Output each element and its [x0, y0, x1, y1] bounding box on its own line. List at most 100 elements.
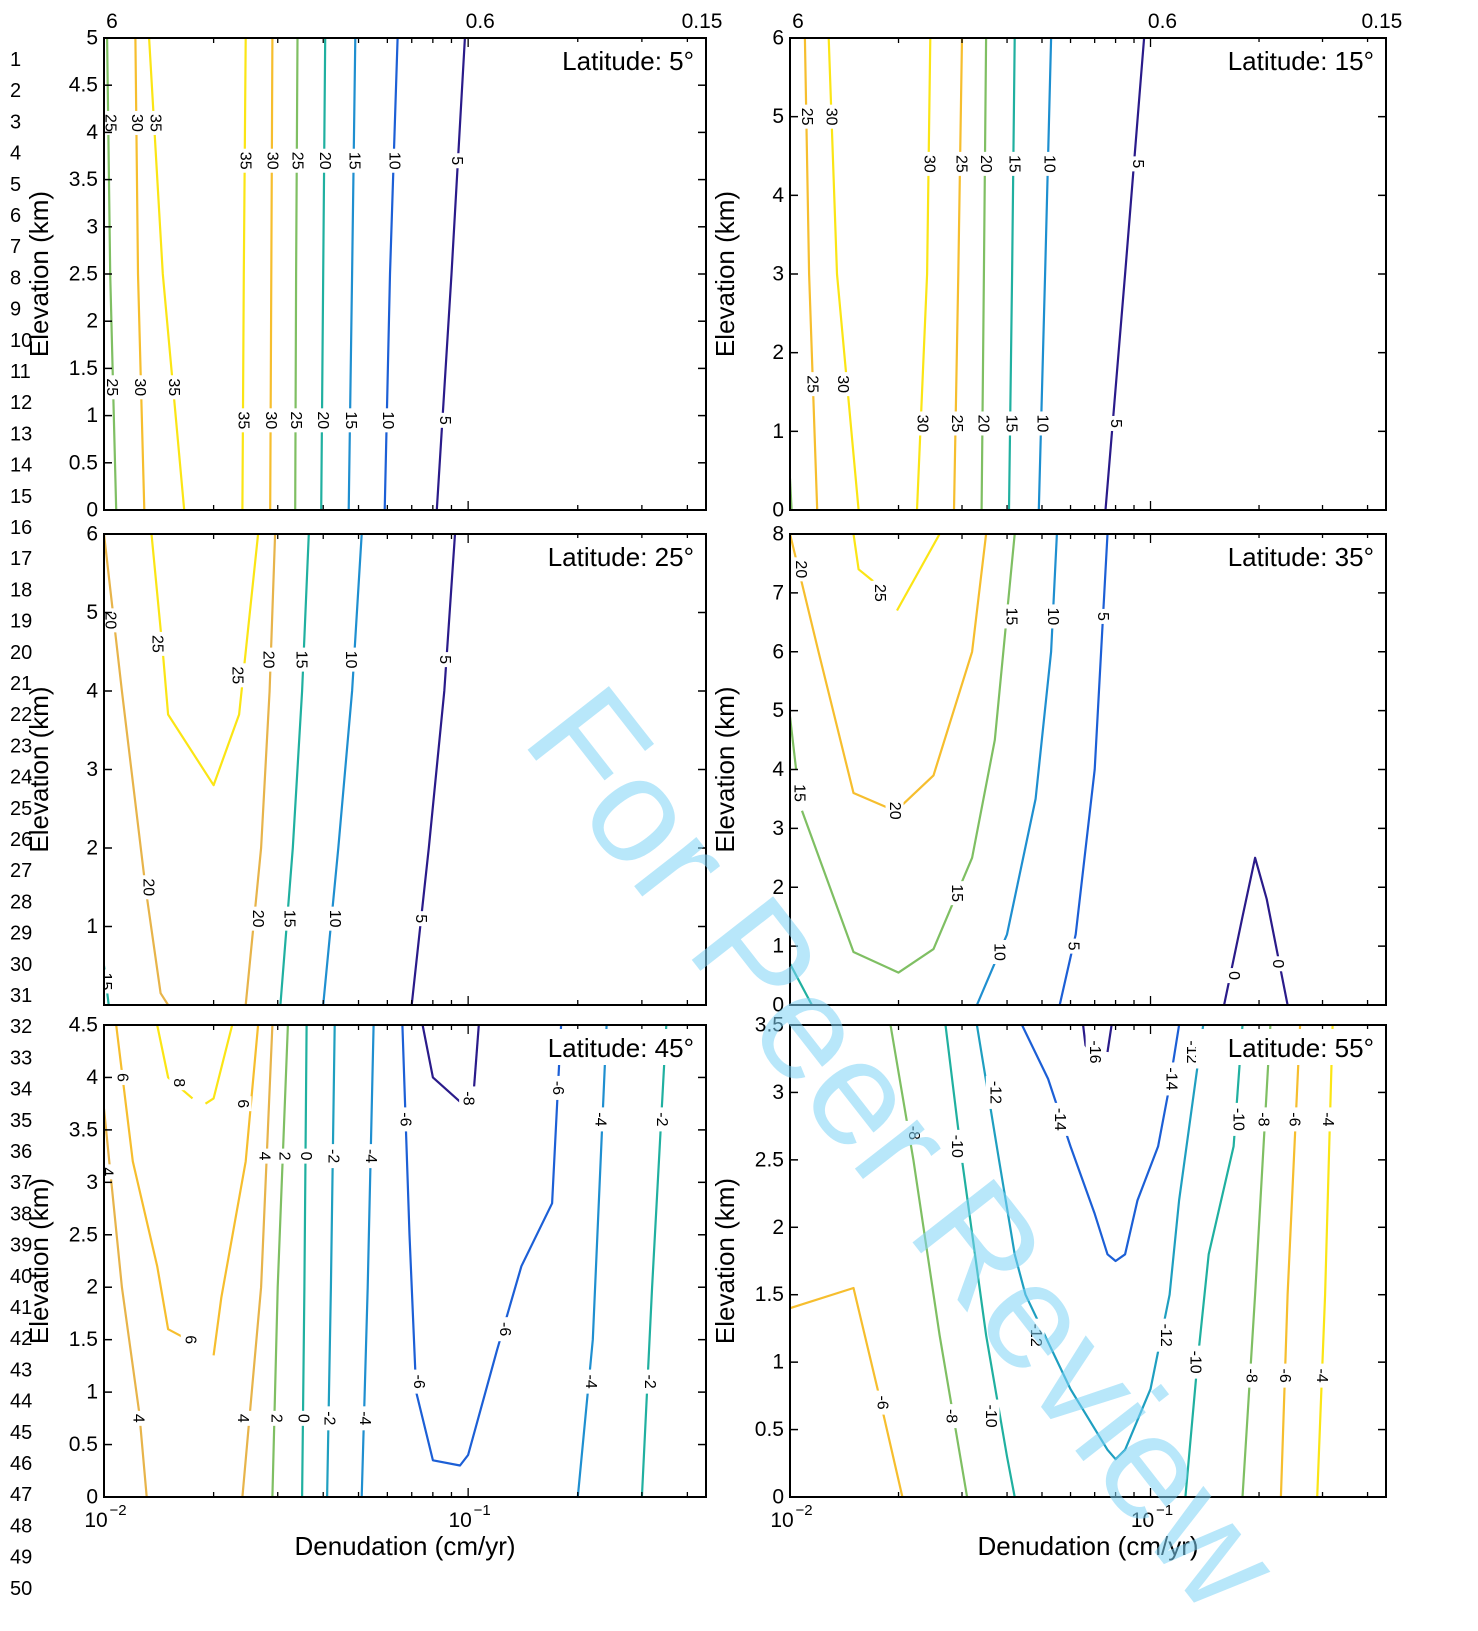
contour-label: 20	[102, 611, 119, 629]
y-tick-label: 3.5	[69, 168, 98, 191]
contour-label-bg	[652, 1107, 671, 1132]
contour-label: 20	[974, 415, 991, 433]
y-tick-label: 4	[86, 121, 98, 144]
contour-label-bg	[130, 375, 149, 400]
contour-line	[1223, 856, 1289, 1005]
contour-label-bg	[447, 153, 466, 169]
contour-label-bg	[1268, 956, 1287, 972]
contour-line	[1241, 1025, 1272, 1497]
contour-label: 25	[871, 584, 888, 602]
contour-label-bg	[180, 1332, 199, 1348]
contour-label-bg	[164, 375, 183, 400]
contour-label-bg	[395, 1107, 414, 1132]
contour-label: 25	[289, 152, 306, 170]
contour-label: 6	[234, 1099, 251, 1108]
contour-label-bg	[294, 1410, 313, 1426]
contour-label: -10	[1230, 1108, 1247, 1131]
y-tick-label: 3	[772, 263, 784, 286]
contour-label: 15	[1002, 608, 1019, 626]
y-tick-label: 1.5	[69, 357, 98, 380]
contour-label-bg	[267, 1410, 286, 1426]
x-axis-label: Denudation (cm/yr)	[294, 1531, 515, 1561]
x-tick-label: 10	[448, 1509, 471, 1532]
contour-label: 2	[275, 1152, 292, 1161]
contour-label: -14	[1051, 1108, 1068, 1131]
contour-label-bg	[1043, 604, 1062, 629]
contour-label: 35	[235, 411, 252, 429]
contour-label: -8	[460, 1091, 477, 1105]
line-number: 50	[10, 1578, 32, 1600]
x-tick-label: 10	[84, 1509, 107, 1532]
y-tick-label: 3	[86, 758, 98, 781]
contour-line	[134, 38, 146, 510]
contour-label: 15	[346, 152, 363, 170]
y-tick-label: 8	[772, 523, 784, 546]
contour-line	[1037, 38, 1053, 510]
x-tick-label: 10	[770, 1509, 793, 1532]
y-tick-label: 3	[772, 1081, 784, 1104]
panel-5: 446686442200-2-2-4-4-6-6-6-6-8-4-4-2-200…	[24, 1014, 707, 1561]
contour-lines: -6-8-8-10-10-12-12 -12-12-14-14-16-10-10-…	[790, 1025, 1337, 1497]
y-tick-label: 7	[772, 581, 784, 604]
title-bg	[516, 42, 702, 78]
contour-label-bg	[435, 652, 454, 668]
y-tick-label: 0	[86, 499, 98, 522]
contour-label: -4	[1313, 1369, 1330, 1383]
line-number: 22	[10, 704, 32, 726]
contour-label: 20	[139, 878, 156, 896]
plot-frame	[103, 1024, 707, 1498]
line-number: 47	[10, 1484, 32, 1506]
contour-label-bg	[885, 798, 904, 823]
contour-label-bg	[904, 1120, 923, 1145]
y-tick-label: 4	[772, 758, 784, 781]
line-number: 43	[10, 1359, 32, 1381]
contour-label: 10	[1041, 155, 1058, 173]
contour-label: 25	[952, 155, 969, 173]
contour-line	[901, 534, 988, 806]
line-number: 34	[10, 1079, 32, 1101]
y-tick-label: 2	[86, 837, 98, 860]
y-tick-label: 0	[86, 1486, 98, 1509]
contour-label-bg	[313, 408, 332, 433]
contour-label: 5	[412, 914, 429, 923]
line-number: 14	[10, 455, 32, 477]
y-tick-label: 5	[772, 105, 784, 128]
y-tick-label: 5	[772, 699, 784, 722]
contour-line	[320, 38, 327, 510]
line-number: 36	[10, 1141, 32, 1163]
contour-label-bg	[870, 580, 889, 605]
contour-label-bg	[292, 647, 311, 672]
y-axis-label: Elevation (km)	[24, 686, 54, 852]
y-tick-label: 1.5	[69, 1328, 98, 1351]
contour-label: 5	[436, 416, 453, 425]
contour-label-bg	[1032, 411, 1051, 436]
line-number: 3	[10, 111, 21, 133]
title-bg	[1196, 1029, 1382, 1065]
line-number: 44	[10, 1391, 32, 1413]
contour-label: 10	[342, 651, 359, 669]
contour-label-bg	[947, 411, 966, 436]
contour-line	[944, 1025, 1016, 1497]
contour-label: 0	[1225, 971, 1242, 980]
x-tick-exponent: −1	[1156, 1502, 1173, 1519]
contour-label: -16	[1086, 1040, 1103, 1063]
contour-label: 30	[823, 108, 840, 126]
line-number: 39	[10, 1235, 32, 1257]
line-number: 13	[10, 423, 32, 445]
y-tick-label: 2	[86, 1276, 98, 1299]
contour-line	[204, 1025, 234, 1105]
x-axis	[103, 534, 689, 1005]
y-tick-label: 4	[86, 680, 98, 703]
contour-label: 15	[948, 884, 965, 902]
contour-label-bg	[274, 1148, 293, 1164]
contour-label: 25	[103, 378, 120, 396]
top-tick-label: 0.15	[1361, 10, 1402, 33]
contour-label: -12	[1183, 1040, 1200, 1063]
contour-label: 0	[297, 1152, 314, 1161]
contour-label-bg	[435, 412, 454, 428]
y-tick-label: 2.5	[69, 263, 98, 286]
contour-line	[294, 38, 299, 510]
contour-label: 5	[1129, 159, 1146, 168]
contour-label: 4	[255, 1152, 272, 1161]
contour-label-bg	[790, 781, 809, 806]
